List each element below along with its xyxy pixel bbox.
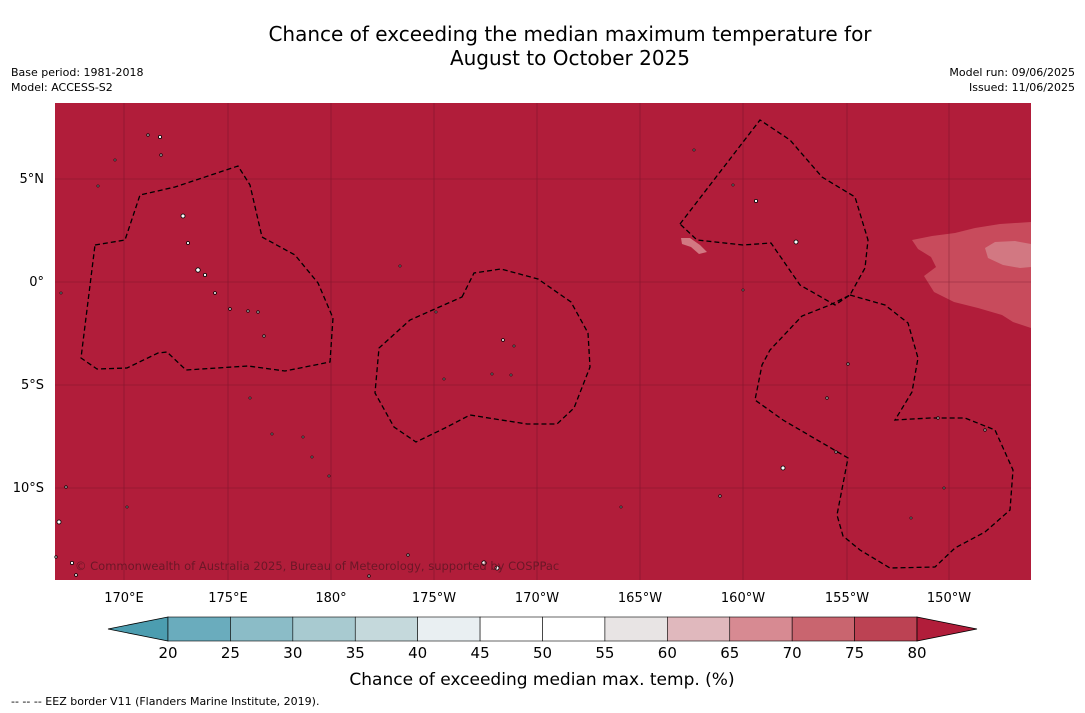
colorbar	[107, 616, 978, 642]
lon-label-165w: 165°W	[618, 591, 662, 606]
copyright-notice: © Commonwealth of Australia 2025, Bureau…	[75, 559, 559, 573]
base-period: Base period: 1981-2018	[11, 66, 144, 79]
colorbar-title: Chance of exceeding median max. temp. (%…	[349, 670, 734, 690]
eez-phoenix	[374, 268, 591, 443]
colorbar-tick-label: 80	[907, 644, 926, 662]
colorbar-tick-label: 20	[158, 644, 177, 662]
colorbar-tick-label: 35	[346, 644, 365, 662]
colorbar-tick-label: 40	[408, 644, 427, 662]
lon-label-160w: 160°W	[721, 591, 765, 606]
colorbar-tick-label: 25	[221, 644, 240, 662]
colorbar-arrow-low	[107, 616, 169, 642]
colorbar-segment	[292, 616, 356, 642]
eez-line-islands	[679, 119, 869, 306]
eez-kiribati-gilbert	[80, 165, 334, 372]
colorbar-tick-label: 30	[283, 644, 302, 662]
longitude-labels: 170°E 175°E 180° 175°W 170°W 165°W 160°W…	[104, 591, 971, 606]
model-run: Model run: 09/06/2025	[949, 66, 1075, 79]
eez-source-note: -- -- -- EEZ border V11 (Flanders Marine…	[11, 695, 320, 708]
lon-label-155w: 155°W	[825, 591, 869, 606]
title-line-2: August to October 2025	[449, 46, 691, 70]
colorbar-ticks: 20 25 30 35 40 45 50 55 60 65 70 75 80	[158, 644, 926, 662]
colorbar-arrow-high	[916, 616, 978, 642]
map-panel	[55, 103, 1031, 580]
colorbar-tick-label: 45	[471, 644, 490, 662]
lon-label-170e: 170°E	[104, 591, 144, 606]
eez-southern-line	[754, 294, 1014, 569]
issued-date: Issued: 11/06/2025	[968, 81, 1075, 94]
colorbar-segment	[167, 616, 231, 642]
lat-label-0: 0°	[29, 275, 44, 290]
colorbar-segment	[354, 616, 418, 642]
colorbar-segment	[230, 616, 294, 642]
map-title: Chance of exceeding the median maximum t…	[0, 22, 1085, 70]
colorbar-tick-label: 75	[845, 644, 864, 662]
colorbar-tick-label: 50	[533, 644, 552, 662]
colorbar-tick-label: 60	[658, 644, 677, 662]
colorbar-segment	[604, 616, 668, 642]
colorbar-segment	[667, 616, 731, 642]
lat-label-10s: 10°S	[13, 481, 44, 496]
title-line-1: Chance of exceeding the median maximum t…	[268, 22, 872, 46]
colorbar-tick-label: 55	[595, 644, 614, 662]
meta-right: Model run: 09/06/2025 Issued: 11/06/2025	[949, 65, 1075, 95]
colorbar-tick-label: 65	[720, 644, 739, 662]
lat-label-5n: 5°N	[20, 172, 45, 187]
colorbar-tick-label: 70	[783, 644, 802, 662]
colorbar-segment	[417, 616, 481, 642]
lon-label-170w: 170°W	[515, 591, 559, 606]
eez-borders	[80, 119, 1014, 569]
lon-label-175e: 175°E	[208, 591, 248, 606]
model-name: Model: ACCESS-S2	[11, 81, 113, 94]
lat-label-5s: 5°S	[21, 378, 44, 393]
islands	[54, 133, 987, 578]
probability-patch-70	[985, 241, 1031, 268]
lon-label-150w: 150°W	[927, 591, 971, 606]
lon-label-175w: 175°W	[412, 591, 456, 606]
colorbar-segment	[542, 616, 606, 642]
latitude-labels: 5°N 0° 5°S 10°S	[13, 172, 44, 496]
colorbar-segment	[854, 616, 918, 642]
colorbar-segment	[729, 616, 793, 642]
lon-label-180: 180°	[315, 591, 346, 606]
colorbar-segment	[791, 616, 855, 642]
colorbar-segment	[479, 616, 543, 642]
meta-left: Base period: 1981-2018 Model: ACCESS-S2	[11, 65, 143, 95]
probability-patch-small	[681, 238, 707, 254]
